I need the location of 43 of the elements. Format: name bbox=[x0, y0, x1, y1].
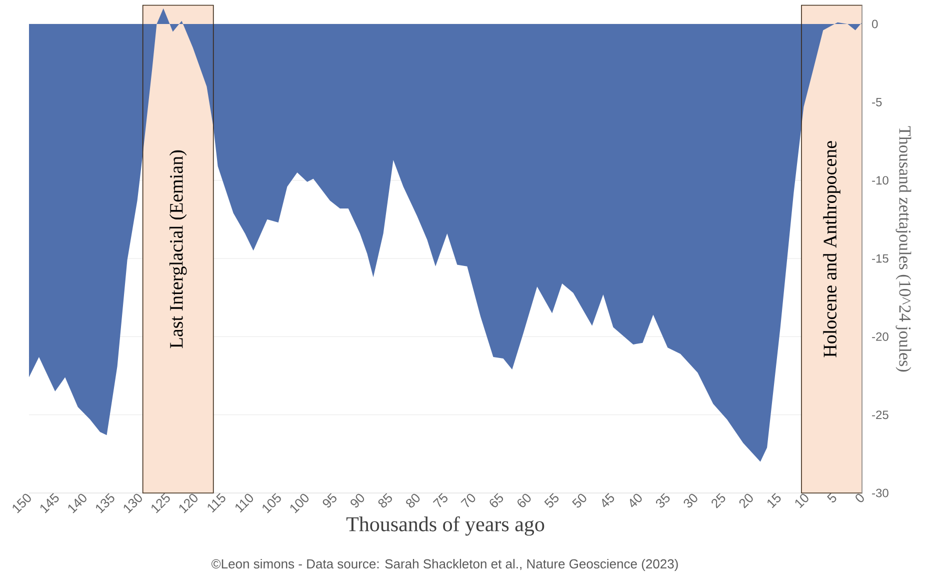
x-tick-label: 65 bbox=[490, 493, 504, 508]
x-tick-label: 40 bbox=[630, 494, 642, 508]
x-tick-label: 115 bbox=[208, 493, 226, 513]
x-tick-label: 90 bbox=[350, 494, 364, 508]
band-label: Holocene and Anthropocene bbox=[823, 141, 840, 358]
x-tick-label: 5 bbox=[827, 493, 836, 502]
x-tick-label: 125 bbox=[152, 493, 170, 514]
x-tick-label: 140 bbox=[68, 494, 86, 514]
band-label: Last Interglacial (Eemian) bbox=[169, 150, 187, 348]
x-tick-label: 95 bbox=[322, 493, 336, 508]
y-tick-label: -10 bbox=[872, 176, 888, 185]
x-tick-label: 10 bbox=[795, 494, 808, 508]
x-tick-label: 30 bbox=[684, 494, 698, 508]
x-tick-label: 100 bbox=[290, 494, 309, 514]
x-tick-label: 60 bbox=[518, 494, 531, 508]
x-tick-label: 50 bbox=[572, 494, 586, 508]
x-tick-label: 75 bbox=[432, 493, 448, 508]
x-tick-label: 150 bbox=[12, 494, 31, 514]
x-axis-title: Thousands of years ago bbox=[346, 516, 544, 536]
x-tick-label: 110 bbox=[236, 494, 254, 513]
x-tick-label: 85 bbox=[378, 493, 392, 508]
y-tick-label: -30 bbox=[872, 488, 888, 498]
x-tick-label: 25 bbox=[712, 493, 726, 508]
x-tick-label: 135 bbox=[96, 493, 114, 514]
x-tick-label: 70 bbox=[460, 494, 476, 508]
x-tick-label: 0 bbox=[856, 494, 864, 502]
text: ©Leon simons - Data source: Sarah Shackleton et al., Nature Geoscience (2023) bbox=[211, 558, 678, 572]
x-tick-label: 45 bbox=[602, 493, 614, 508]
x-tick-label: 130 bbox=[124, 494, 142, 514]
x-tick-label: 15 bbox=[768, 493, 781, 508]
x-tick-label: 20 bbox=[739, 494, 753, 508]
y-tick-label: -20 bbox=[872, 332, 888, 341]
x-tick-label: 105 bbox=[262, 493, 281, 514]
y-tick-label: 0 bbox=[872, 20, 878, 28]
y-tick-label: -5 bbox=[872, 98, 882, 106]
x-tick-label: 120 bbox=[179, 494, 198, 514]
y-axis-title: Thousand zettajoules (10^24 joules) bbox=[896, 126, 912, 372]
y-tick-label: -15 bbox=[872, 254, 888, 263]
y-tick-label: -25 bbox=[872, 410, 888, 420]
x-tick-label: 35 bbox=[656, 493, 670, 508]
x-tick-label: 80 bbox=[406, 494, 420, 508]
x-tick-label: 145 bbox=[40, 493, 59, 514]
x-tick-label: 55 bbox=[544, 493, 559, 508]
